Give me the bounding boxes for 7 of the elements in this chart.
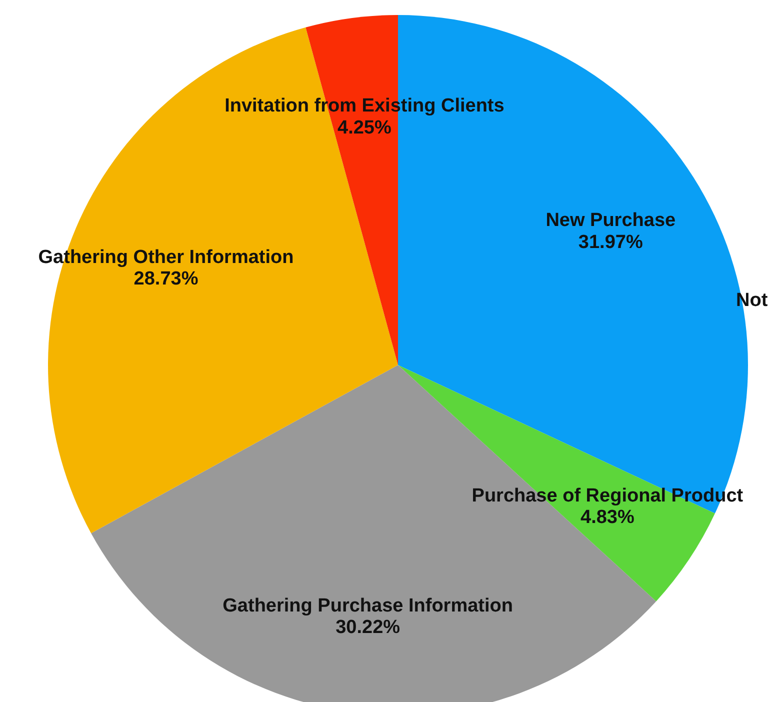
data-label: 4.25% — [338, 117, 392, 138]
data-label: 30.22% — [336, 617, 400, 638]
data-label: 4.83% — [580, 507, 634, 528]
slice-label: New Purchase — [546, 210, 676, 231]
data-label: 31.97% — [578, 232, 643, 253]
data-label: 28.73% — [134, 268, 198, 290]
slice-label: Gathering Purchase Information — [222, 595, 513, 616]
